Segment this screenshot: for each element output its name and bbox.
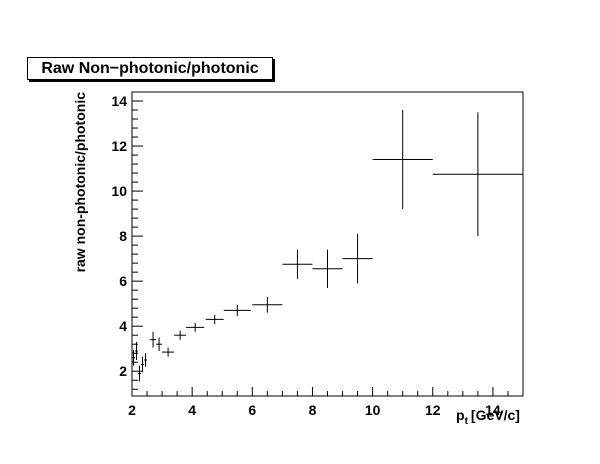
data-point bbox=[150, 331, 157, 348]
y-tick-label: 8 bbox=[119, 228, 127, 244]
data-point bbox=[186, 322, 205, 332]
data-point bbox=[174, 330, 187, 340]
data-point bbox=[342, 233, 373, 284]
x-tick-label: 4 bbox=[188, 402, 196, 418]
x-tick-label: 12 bbox=[425, 402, 441, 418]
plot-frame bbox=[131, 91, 524, 397]
data-point bbox=[135, 341, 139, 360]
y-axis-label: raw non-photonic/photonic bbox=[72, 92, 88, 273]
data-point bbox=[282, 249, 313, 279]
x-tick-label: 10 bbox=[365, 402, 381, 418]
x-tick-label: 6 bbox=[248, 402, 256, 418]
data-point bbox=[312, 249, 343, 288]
y-tick-label: 14 bbox=[111, 93, 127, 109]
y-tick-label: 2 bbox=[119, 363, 127, 379]
data-point bbox=[432, 112, 523, 237]
y-tick-label: 4 bbox=[119, 318, 127, 334]
data-point bbox=[132, 349, 136, 366]
data-point bbox=[138, 365, 142, 382]
data-point bbox=[372, 110, 433, 210]
data-point bbox=[205, 314, 224, 324]
data-point bbox=[144, 353, 148, 367]
chart-title: Raw Non−photonic/photonic bbox=[27, 57, 273, 80]
data-point bbox=[162, 347, 175, 357]
x-tick-label: 2 bbox=[128, 402, 136, 418]
data-point bbox=[141, 356, 145, 373]
y-tick-label: 12 bbox=[111, 138, 127, 154]
data-point bbox=[223, 304, 251, 317]
x-axis-label: pt [GeV/c] bbox=[456, 407, 520, 427]
data-point bbox=[156, 337, 163, 351]
y-tick-label: 10 bbox=[111, 183, 127, 199]
x-tick-label: 8 bbox=[309, 402, 317, 418]
y-tick-label: 6 bbox=[119, 273, 127, 289]
x-tick-label: 14 bbox=[485, 402, 501, 418]
data-point bbox=[252, 296, 283, 313]
